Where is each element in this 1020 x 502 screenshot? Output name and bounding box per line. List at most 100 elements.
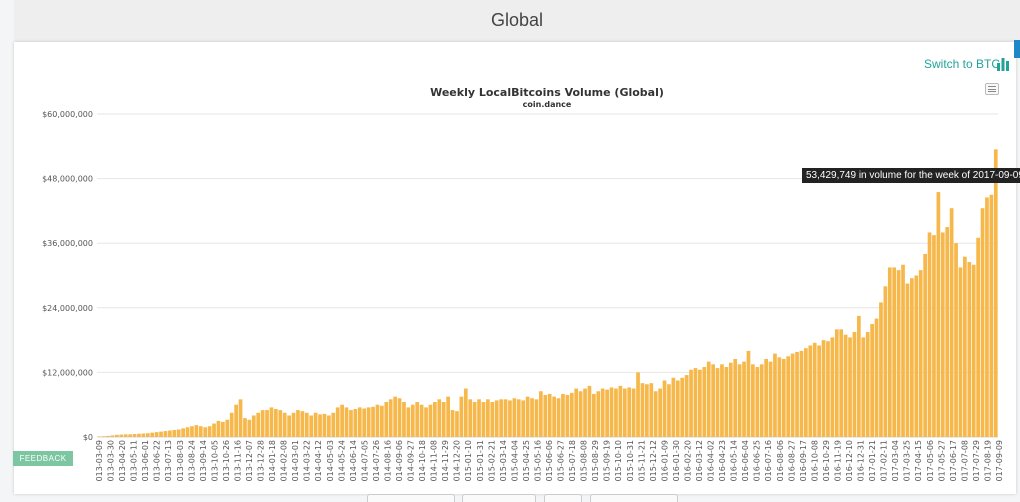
bar[interactable] (662, 380, 667, 437)
bar[interactable] (300, 411, 305, 437)
bar[interactable] (304, 412, 309, 437)
bar[interactable] (450, 410, 455, 437)
bar[interactable] (720, 364, 724, 437)
bar[interactable] (508, 400, 512, 437)
bar[interactable] (795, 351, 799, 437)
bar[interactable] (393, 396, 397, 437)
bar[interactable] (349, 410, 353, 437)
bar[interactable] (455, 411, 459, 437)
bar[interactable] (481, 402, 486, 437)
bar[interactable] (106, 435, 110, 437)
bar[interactable] (799, 350, 804, 437)
bar[interactable] (207, 426, 212, 437)
bar[interactable] (499, 399, 503, 437)
bar[interactable] (733, 358, 738, 437)
bar[interactable] (879, 302, 883, 437)
bar[interactable] (97, 436, 102, 437)
bar[interactable] (380, 405, 384, 437)
bar[interactable] (706, 361, 711, 437)
bar[interactable] (137, 433, 141, 437)
bar[interactable] (123, 434, 128, 437)
bar[interactable] (375, 404, 380, 437)
bar[interactable] (711, 364, 715, 437)
bar[interactable] (296, 410, 300, 437)
bar[interactable] (883, 286, 888, 437)
bar[interactable] (592, 393, 596, 437)
bar[interactable] (247, 419, 252, 437)
bar[interactable] (561, 393, 565, 437)
bar[interactable] (119, 434, 124, 437)
bar[interactable] (945, 227, 950, 437)
bar[interactable] (636, 372, 640, 437)
bar[interactable] (918, 270, 923, 437)
bar[interactable] (516, 399, 521, 437)
bar[interactable] (198, 426, 203, 437)
bar[interactable] (428, 404, 433, 437)
bottom-button-3[interactable] (544, 494, 582, 502)
bar[interactable] (229, 412, 234, 437)
bar[interactable] (353, 409, 358, 437)
bar[interactable] (746, 350, 751, 437)
bar[interactable] (830, 337, 835, 437)
bar[interactable] (216, 420, 221, 437)
bar[interactable] (543, 395, 548, 437)
bar[interactable] (132, 434, 137, 437)
bar[interactable] (101, 436, 106, 437)
bar[interactable] (260, 410, 265, 437)
bar[interactable] (600, 388, 605, 437)
bar[interactable] (817, 345, 821, 437)
bar[interactable] (441, 402, 446, 437)
bar[interactable] (265, 410, 269, 437)
bar[interactable] (923, 253, 927, 437)
bar[interactable] (362, 408, 367, 437)
bar[interactable] (737, 364, 742, 437)
bar[interactable] (777, 357, 782, 437)
bar[interactable] (874, 318, 879, 437)
bar[interactable] (318, 414, 322, 437)
bar[interactable] (993, 149, 998, 437)
bar[interactable] (291, 412, 296, 437)
bar[interactable] (689, 369, 693, 437)
bar[interactable] (569, 392, 574, 437)
bar[interactable] (512, 398, 517, 437)
bar[interactable] (887, 267, 892, 437)
bar[interactable] (843, 334, 848, 437)
bar[interactable] (366, 407, 371, 437)
bar[interactable] (667, 384, 671, 437)
bar[interactable] (194, 425, 199, 437)
bar[interactable] (971, 264, 976, 437)
bar[interactable] (402, 402, 406, 437)
bar[interactable] (212, 423, 216, 437)
bar[interactable] (910, 278, 914, 437)
bar[interactable] (172, 430, 177, 437)
bar[interactable] (203, 427, 208, 437)
bar[interactable] (547, 393, 552, 437)
bar[interactable] (145, 433, 150, 437)
bar[interactable] (905, 283, 910, 437)
bar[interactable] (176, 429, 181, 437)
bar[interactable] (340, 404, 344, 437)
bar[interactable] (812, 342, 817, 437)
bar[interactable] (539, 391, 543, 437)
bar[interactable] (698, 369, 702, 437)
bar[interactable] (773, 353, 777, 437)
bar[interactable] (168, 430, 172, 437)
feedback-button[interactable]: FEEDBACK (13, 451, 73, 466)
bar[interactable] (282, 412, 287, 437)
bar[interactable] (309, 415, 314, 437)
bar[interactable] (839, 329, 844, 437)
bar[interactable] (313, 412, 318, 437)
bar[interactable] (728, 362, 733, 437)
bar[interactable] (896, 270, 901, 437)
bar[interactable] (989, 194, 994, 437)
bar[interactable] (954, 243, 958, 437)
bar[interactable] (344, 407, 349, 437)
bar[interactable] (384, 402, 389, 437)
bar[interactable] (190, 426, 194, 437)
bar[interactable] (437, 399, 442, 437)
bar[interactable] (755, 367, 760, 437)
bar-chart-icon[interactable] (996, 57, 1010, 71)
bar[interactable] (640, 383, 645, 437)
bar[interactable] (985, 197, 989, 437)
bar[interactable] (808, 345, 813, 437)
